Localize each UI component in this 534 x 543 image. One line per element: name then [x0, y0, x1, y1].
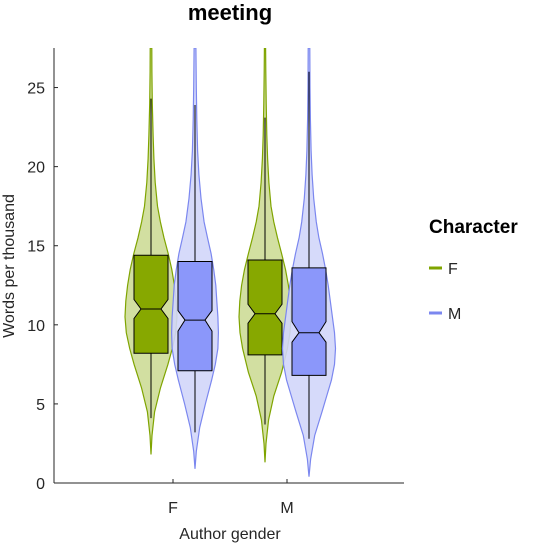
plot-area — [124, 48, 337, 477]
y-tick-label: 10 — [27, 318, 45, 335]
y-axis-title: Words per thousand — [1, 194, 18, 338]
legend-label-m: M — [448, 306, 461, 323]
series-m-f-box — [177, 261, 213, 372]
y-tick-label: 20 — [27, 160, 45, 177]
legend: Character F M — [429, 217, 518, 323]
series-f-f-box — [133, 254, 169, 354]
legend-title: Character — [429, 217, 518, 238]
x-tick-label: F — [168, 500, 178, 517]
legend-label-f: F — [448, 261, 458, 278]
y-tick-label: 25 — [27, 81, 45, 98]
y-tick-label: 5 — [36, 397, 45, 414]
y-tick-label: 15 — [27, 239, 45, 256]
x-tick-label: M — [280, 500, 293, 517]
series-m-m-box — [291, 267, 327, 376]
y-tick-label: 0 — [36, 476, 45, 493]
series-f-m-box — [247, 259, 283, 356]
x-axis-title: Author gender — [179, 526, 281, 543]
axes: 0 5 10 15 20 25 F M — [27, 48, 404, 517]
chart-title: meeting — [188, 0, 272, 25]
